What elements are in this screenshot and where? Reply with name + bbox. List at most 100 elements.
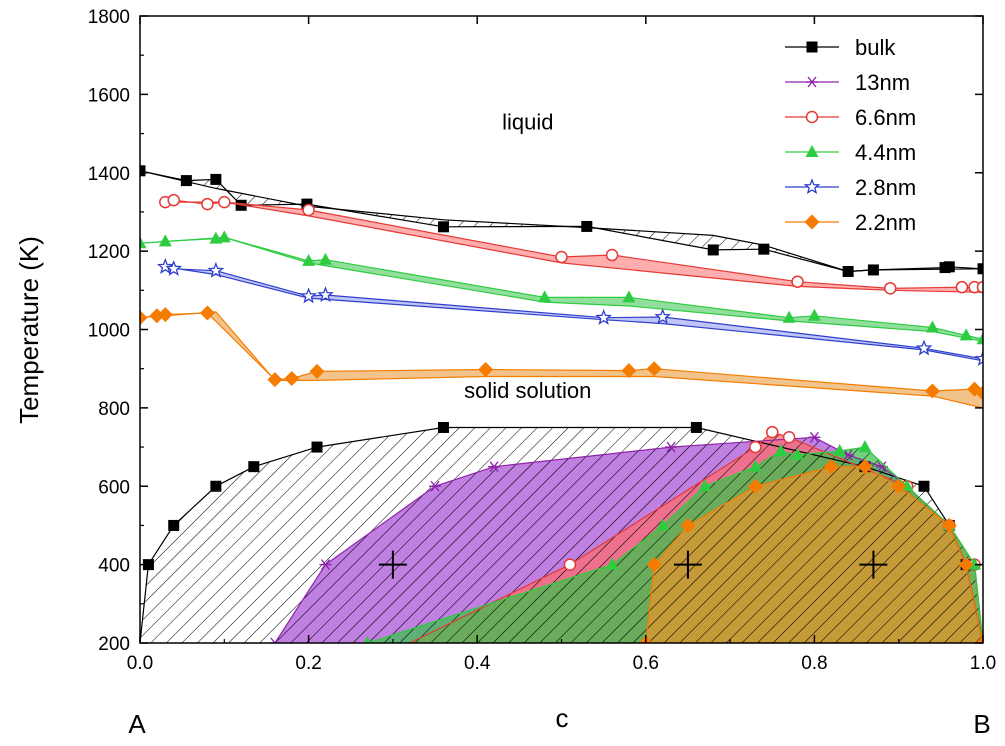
y-tick-label-1: 400: [98, 556, 130, 577]
point-bulk-miscibility-6: [437, 421, 449, 433]
point-2-2nm-liquidus-10: [924, 383, 940, 399]
point-bulk-miscibility-4: [248, 461, 260, 473]
phase-boundaries: [140, 165, 983, 643]
phase-regions: [140, 170, 983, 643]
point-bulk-miscibility-7: [690, 421, 702, 433]
point-4-4nm-liquidus-1: [158, 234, 172, 247]
series-2-2nm: [140, 305, 983, 643]
x-axis-title: c: [556, 703, 569, 733]
point-4-4nm-liquidus-6: [538, 290, 552, 303]
point-bulk-miscibility-1: [142, 559, 154, 571]
legend-entry-2-8nm: 2.8nm: [785, 175, 916, 200]
x-tick-label-3: 0.6: [633, 653, 659, 674]
axes: 0.0 0.2 0.4 0.6 0.8 1.0 200 400 600 800 1000 1200 14…: [88, 7, 996, 674]
point-2-2nm-miscibility-2: [680, 517, 696, 533]
point-2-8nm-liquidus-2: [207, 261, 225, 278]
legend-label-4-4nm: 4.4nm: [855, 140, 916, 165]
point-4-4nm-liquidus-7: [622, 290, 636, 303]
series-2-8nm: [156, 258, 983, 367]
cross-marker-2: [859, 550, 888, 579]
y-tick-label-0: 200: [98, 634, 130, 655]
point-2-2nm-liquidus-0: [140, 310, 148, 326]
point-4-4nm-liquidus-11: [959, 328, 973, 341]
x-tick-label-2: 0.4: [464, 653, 491, 674]
point-bulk-miscibility-2: [168, 519, 180, 531]
y-tick-label-8: 1800: [88, 7, 130, 28]
point-bulk-miscibility-9: [918, 480, 930, 492]
point-bulk-miscibility-3: [210, 480, 222, 492]
point-2-8nm-liquidus-4: [317, 286, 334, 303]
y-tick-label-6: 1400: [88, 164, 130, 185]
point-2-8nm-liquidus-5: [595, 308, 612, 325]
point-6-6nm-liquidus-4: [302, 203, 315, 217]
point-4-4nm-miscibility-7: [833, 443, 847, 456]
point-2-2nm-miscibility-4: [823, 459, 839, 475]
band-fill-2-2nm: [140, 311, 983, 408]
liquidus-line-2-8nm: [165, 266, 983, 360]
point-2-2nm-liquidus-3: [199, 305, 215, 321]
y-tick-label-7: 1600: [88, 85, 130, 106]
point-13nm-miscibility-4: [665, 441, 678, 453]
point-bulk-liquidus-5: [437, 221, 449, 233]
point-2-2nm-liquidus-8: [621, 363, 637, 379]
point-13nm-miscibility-3: [488, 461, 501, 473]
point-bulk-liquidus-9: [842, 266, 854, 278]
point-4-4nm-miscibility-2: [656, 518, 670, 531]
legend-label-bulk: bulk: [855, 35, 896, 60]
point-4-4nm-liquidus-5: [318, 252, 332, 265]
point-2-8nm-liquidus-3: [300, 287, 318, 304]
cross-marker-1: [673, 550, 702, 579]
legend-entry-4-4nm: 4.4nm: [785, 140, 916, 165]
solidus-line-2-8nm: [165, 266, 983, 362]
point-13nm-miscibility-2: [429, 480, 442, 492]
gap-hatch-2-2nm: [645, 466, 983, 643]
point-2-8nm-liquidus-6: [654, 308, 671, 325]
point-2-8nm-liquidus-8: [974, 350, 983, 367]
miscibility-line-2-2nm: [645, 466, 983, 643]
legend-label-2-2nm: 2.2nm: [855, 210, 916, 235]
point-4-4nm-miscibility-6: [791, 447, 805, 460]
point-2-8nm-liquidus-1: [165, 260, 183, 276]
point-4-4nm-miscibility-1: [605, 557, 619, 570]
solidus-line-4-4nm: [140, 236, 983, 342]
annotation-solid-solution: solid solution: [464, 378, 591, 403]
point-2-2nm-liquidus-2: [157, 307, 173, 323]
legend-marker-bulk: [806, 41, 818, 53]
point-bulk-liquidus-2: [210, 173, 222, 185]
point-2-2nm-liquidus-5: [284, 370, 300, 386]
annotation-liquid: liquid: [502, 110, 553, 135]
point-2-2nm-miscibility-5: [857, 459, 873, 475]
legend: bulk 13nm 6.6nm 4.4nm 2.8nm 2.2nm: [785, 35, 916, 235]
point-2-2nm-miscibility-1: [646, 557, 662, 573]
point-6-6nm-liquidus-11: [976, 280, 983, 294]
point-bulk-liquidus-1: [180, 175, 192, 187]
point-6-6nm-miscibility-3: [766, 425, 779, 439]
point-4-4nm-liquidus-8: [782, 310, 796, 323]
legend-marker-6-6nm: [805, 110, 819, 124]
point-13nm-miscibility-1: [319, 559, 332, 571]
point-bulk-liquidus-6: [581, 220, 593, 232]
point-2-2nm-miscibility-8: [958, 557, 974, 573]
y-tick-label-2: 600: [98, 477, 130, 498]
point-6-6nm-liquidus-1: [167, 193, 180, 207]
point-2-8nm-liquidus-7: [915, 339, 933, 356]
legend-entry-2-2nm: 2.2nm: [785, 210, 916, 235]
point-2-8nm-liquidus-0: [156, 258, 174, 274]
point-13nm-miscibility-5: [808, 431, 821, 443]
legend-marker-2-8nm: [803, 178, 821, 195]
point-2-2nm-liquidus-12: [975, 385, 983, 401]
point-bulk-liquidus-0: [140, 165, 146, 177]
cross-marker-0: [378, 550, 407, 579]
point-bulk-liquidus-12: [943, 261, 955, 273]
point-2-2nm-miscibility-9: [975, 635, 983, 643]
point-bulk-miscibility-5: [311, 441, 323, 453]
point-4-4nm-liquidus-10: [925, 320, 939, 333]
legend-label-2-8nm: 2.8nm: [855, 175, 916, 200]
point-4-4nm-liquidus-4: [302, 253, 316, 266]
band-fill-2-8nm: [165, 266, 983, 361]
point-4-4nm-liquidus-3: [217, 230, 231, 243]
x-tick-label-1: 0.2: [295, 653, 321, 674]
x-tick-label-0: 0.0: [127, 653, 153, 674]
point-6-6nm-liquidus-9: [955, 280, 969, 294]
